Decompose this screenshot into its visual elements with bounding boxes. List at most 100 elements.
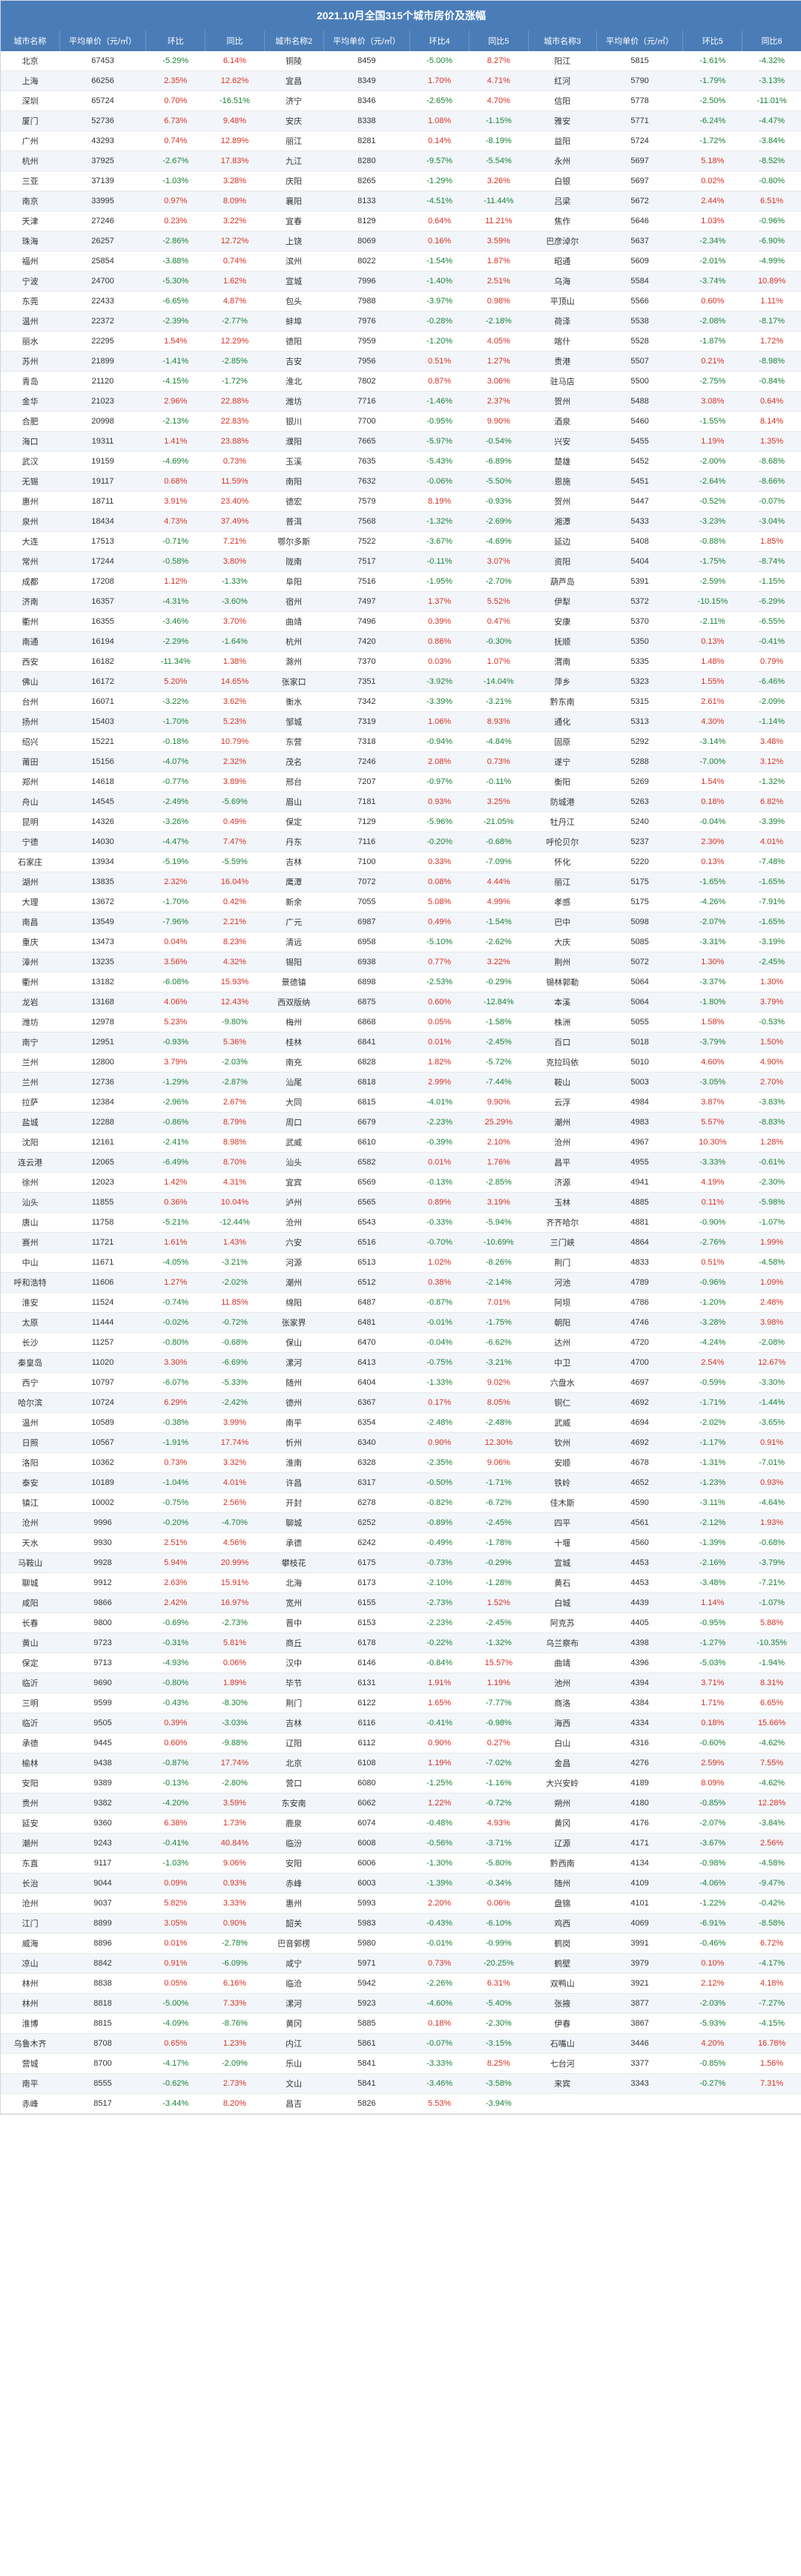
cell: 9.90% bbox=[469, 412, 528, 432]
cell: 11671 bbox=[59, 1253, 146, 1273]
cell: 绍兴 bbox=[1, 732, 59, 752]
cell: 1.22% bbox=[410, 1793, 469, 1814]
cell: 4.01% bbox=[742, 832, 801, 852]
cell: 遂宁 bbox=[528, 752, 596, 772]
col-header: 平均单价（元/㎡） bbox=[323, 30, 410, 51]
col-header: 环比4 bbox=[410, 30, 469, 51]
cell: 0.73% bbox=[146, 1453, 205, 1473]
cell: 马鞍山 bbox=[1, 1553, 59, 1573]
cell: 4439 bbox=[596, 1593, 683, 1613]
cell: 秦皇岛 bbox=[1, 1353, 59, 1373]
cell: 呼和浩特 bbox=[1, 1273, 59, 1293]
cell: -2.48% bbox=[469, 1413, 528, 1433]
cell: 长春 bbox=[1, 1613, 59, 1633]
cell: 5724 bbox=[596, 131, 683, 151]
cell: -5.03% bbox=[683, 1653, 742, 1673]
cell: -2.77% bbox=[205, 312, 265, 332]
cell: -0.84% bbox=[742, 372, 801, 392]
cell: 0.09% bbox=[146, 1874, 205, 1894]
cell: 5.82% bbox=[146, 1894, 205, 1914]
cell: 0.02% bbox=[683, 171, 742, 191]
cell: -2.07% bbox=[683, 912, 742, 932]
cell: 66256 bbox=[59, 71, 146, 91]
cell: -2.10% bbox=[410, 1573, 469, 1593]
cell: 铜陵 bbox=[264, 51, 323, 71]
cell: 8899 bbox=[59, 1914, 146, 1934]
cell: -8.76% bbox=[205, 2014, 265, 2034]
cell: 曲靖 bbox=[264, 612, 323, 632]
cell: -1.64% bbox=[205, 632, 265, 652]
cell: -3.19% bbox=[742, 932, 801, 952]
cell: 曲靖 bbox=[528, 1653, 596, 1673]
cell: 0.08% bbox=[410, 872, 469, 892]
cell: -5.98% bbox=[742, 1193, 801, 1213]
cell: 10.89% bbox=[742, 271, 801, 291]
col-header: 同比6 bbox=[742, 30, 801, 51]
table-row: 淮博8815-4.09%-8.76%黄冈58850.18%-2.30%伊春386… bbox=[1, 2014, 801, 2034]
cell: 安阳 bbox=[1, 1773, 59, 1793]
cell: 2.35% bbox=[146, 71, 205, 91]
cell: 兰州 bbox=[1, 1053, 59, 1073]
cell: 6003 bbox=[323, 1874, 410, 1894]
cell: 2.51% bbox=[469, 271, 528, 291]
cell: 临沧 bbox=[264, 1974, 323, 1994]
cell: 8349 bbox=[323, 71, 410, 91]
cell: 6006 bbox=[323, 1854, 410, 1874]
cell: -2.87% bbox=[205, 1073, 265, 1093]
cell: -2.45% bbox=[742, 952, 801, 972]
cell: 5980 bbox=[323, 1934, 410, 1954]
cell: 镇江 bbox=[1, 1493, 59, 1513]
cell: 1.54% bbox=[683, 772, 742, 792]
cell: 4453 bbox=[596, 1573, 683, 1593]
cell: -2.73% bbox=[205, 1613, 265, 1633]
cell: 3.06% bbox=[469, 372, 528, 392]
table-row: 成都172081.12%-1.33%阜阳7516-1.95%-2.70%葫芦岛5… bbox=[1, 572, 801, 592]
cell: 5.08% bbox=[410, 892, 469, 912]
cell: 15221 bbox=[59, 732, 146, 752]
cell: 2.51% bbox=[146, 1533, 205, 1553]
cell: 2.37% bbox=[469, 392, 528, 412]
cell: -4.62% bbox=[742, 1733, 801, 1753]
cell: -1.33% bbox=[410, 1373, 469, 1393]
cell: 7351 bbox=[323, 672, 410, 692]
cell: 5220 bbox=[596, 852, 683, 872]
cell: -4.84% bbox=[469, 732, 528, 752]
cell: -2.80% bbox=[205, 1773, 265, 1793]
cell: 5.36% bbox=[205, 1032, 265, 1053]
cell: 10.79% bbox=[205, 732, 265, 752]
cell: -4.62% bbox=[742, 1773, 801, 1793]
cell: 7635 bbox=[323, 452, 410, 472]
cell: 汉中 bbox=[264, 1653, 323, 1673]
cell: 3.79% bbox=[146, 1053, 205, 1073]
cell: 济南 bbox=[1, 592, 59, 612]
cell: 16182 bbox=[59, 652, 146, 672]
cell: -3.15% bbox=[469, 2034, 528, 2054]
cell: -4.07% bbox=[146, 752, 205, 772]
cell: 4176 bbox=[596, 1814, 683, 1834]
col-header: 城市名称2 bbox=[264, 30, 323, 51]
cell: 红河 bbox=[528, 71, 596, 91]
cell: 16.04% bbox=[205, 872, 265, 892]
table-row: 南京339950.97%8.09%襄阳8133-4.51%-11.44%吕梁56… bbox=[1, 191, 801, 211]
cell: -2.85% bbox=[469, 1173, 528, 1193]
cell: 1.87% bbox=[469, 251, 528, 271]
cell: 汕头 bbox=[264, 1153, 323, 1173]
cell: 6175 bbox=[323, 1553, 410, 1573]
cell: -0.20% bbox=[146, 1513, 205, 1533]
cell: 杭州 bbox=[1, 151, 59, 171]
cell: 南昌 bbox=[1, 912, 59, 932]
cell: 上饶 bbox=[264, 231, 323, 251]
cell: 林州 bbox=[1, 1974, 59, 1994]
cell: 六盘水 bbox=[528, 1373, 596, 1393]
cell: 7420 bbox=[323, 632, 410, 652]
cell: 5370 bbox=[596, 612, 683, 632]
cell: 黄冈 bbox=[264, 2014, 323, 2034]
cell bbox=[528, 2094, 596, 2114]
cell: 3.89% bbox=[205, 772, 265, 792]
cell: -11.01% bbox=[742, 91, 801, 111]
cell: 7976 bbox=[323, 312, 410, 332]
cell: 1.30% bbox=[742, 972, 801, 992]
cell: 22.88% bbox=[205, 392, 265, 412]
cell: -0.06% bbox=[410, 472, 469, 492]
cell: 4405 bbox=[596, 1613, 683, 1633]
